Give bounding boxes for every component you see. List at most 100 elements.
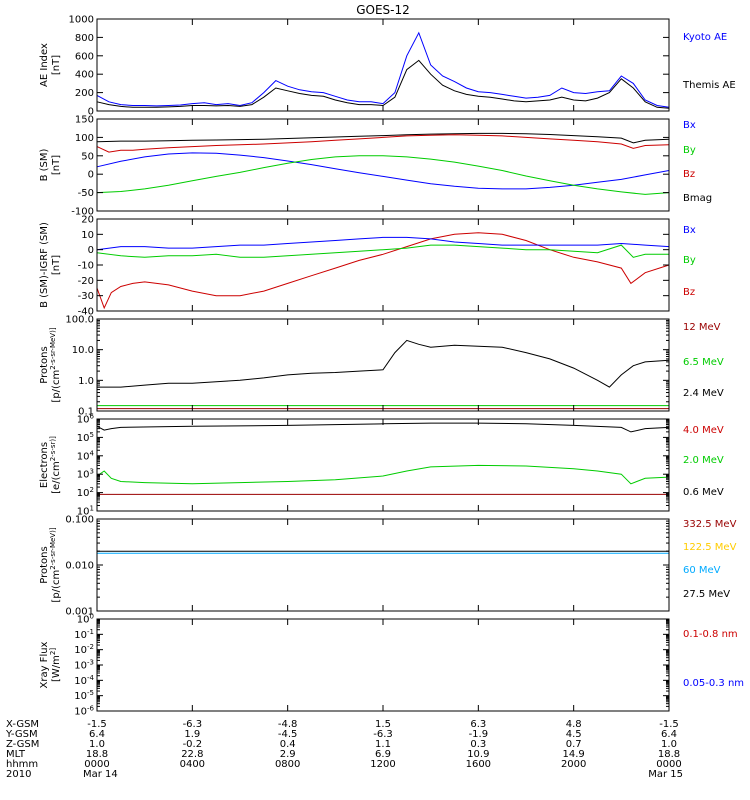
x-row-value: 6.9 [375, 749, 391, 760]
y-tick-label: 10-4 [74, 674, 94, 687]
x-row-value: 22.8 [181, 749, 203, 760]
y-tick-label: 1.0 [78, 376, 94, 387]
y-tick-label: 100.0 [65, 315, 94, 326]
panel-protons_high [96, 518, 670, 612]
y-tick-label: 10-6 [74, 705, 94, 718]
legend-entry: Bz [683, 287, 695, 298]
x-row-value: 1.5 [375, 719, 391, 730]
x-row-value: 4.5 [566, 729, 582, 740]
y-axis-label: [e/(cm2-s-sr)] [49, 436, 62, 494]
y-tick-label: -100 [71, 207, 94, 218]
y-tick-label: 105 [77, 431, 94, 444]
series-bigrf-bz [96, 232, 670, 310]
y-axis-label: B (SM)-IGRF (SM) [39, 222, 50, 308]
legend-entry: By [683, 255, 696, 266]
legend-entry: 122.5 MeV [683, 542, 737, 553]
y-tick-label: -10 [78, 261, 94, 272]
legend-entry: 6.5 MeV [683, 357, 724, 368]
x-row-value: 1.0 [89, 739, 105, 750]
legend-entry: 2.4 MeV [683, 388, 724, 399]
x-row-value: 0400 [180, 759, 205, 770]
series-bsm-bz [96, 134, 670, 153]
legend-entry: 0.05-0.3 nm [683, 678, 744, 689]
y-tick-label: 400 [75, 70, 94, 81]
y-tick-label: 20 [81, 215, 94, 226]
series-bsm-by [96, 155, 670, 195]
x-row-label: hhmm [6, 759, 38, 770]
series-ae-themis-ae [96, 59, 670, 109]
y-axis-label: Xray Flux [39, 641, 50, 688]
series-bsm-bmag [96, 132, 670, 144]
panel-frame [96, 518, 670, 612]
panel-frame [96, 618, 670, 712]
y-axis-label: [p/(cm2-s-sr-MeV)] [49, 327, 62, 402]
y-tick-label: 0.010 [65, 561, 94, 572]
legend-entry: Bx [683, 120, 696, 131]
y-tick-label: 0 [88, 107, 94, 118]
y-tick-label: 0.100 [65, 515, 94, 526]
legend-entry: 332.5 MeV [683, 519, 737, 530]
x-row-value: 2.9 [280, 749, 296, 760]
series-protons_low-2-4-mev [97, 339, 670, 388]
x-row-value: 6.4 [661, 729, 677, 740]
legend-entry: 2.0 MeV [683, 455, 724, 466]
x-row-value: -4.5 [278, 729, 298, 740]
y-axis-label: [nT] [51, 255, 62, 275]
panel-bsm [96, 118, 670, 212]
legend-entry: 60 MeV [683, 565, 721, 576]
x-row-value: 1200 [370, 759, 395, 770]
series-bigrf-bx [96, 236, 670, 251]
y-tick-label: 0.001 [65, 607, 94, 618]
y-tick-label: -20 [78, 276, 94, 287]
x-row-value: 14.9 [563, 749, 585, 760]
x-row-value: 6.4 [89, 729, 105, 740]
x-row-value: -1.5 [87, 719, 107, 730]
x-row-value: 0.7 [566, 739, 582, 750]
y-tick-label: 102 [77, 486, 94, 499]
legend-entry: Themis AE [682, 80, 736, 91]
x-row-value: -6.3 [183, 719, 203, 730]
panel-ae [96, 18, 670, 112]
legend-entry: Bmag [683, 193, 712, 204]
panel-frame [96, 418, 670, 512]
legend-entry: Bz [683, 169, 695, 180]
x-row-value: 0.3 [470, 739, 486, 750]
y-tick-label: 10-2 [74, 643, 94, 656]
y-tick-label: 10-1 [74, 628, 94, 641]
y-tick-label: 50 [81, 151, 94, 162]
y-tick-label: 10.0 [72, 345, 94, 356]
x-row-value: 10.9 [467, 749, 489, 760]
y-axis-label: AE Index [39, 43, 50, 87]
y-axis-label: B (SM) [39, 148, 50, 181]
series-ae-kyoto-ae [96, 31, 670, 108]
x-row-value: 6.3 [470, 719, 486, 730]
legend-entry: By [683, 145, 696, 156]
x-row-label: X-GSM [6, 719, 39, 730]
y-tick-label: 100 [75, 133, 94, 144]
x-row-label: Z-GSM [6, 739, 39, 750]
x-row-value: -1.5 [659, 719, 679, 730]
y-tick-label: 10-5 [74, 689, 94, 702]
series-bsm-bx [96, 152, 670, 190]
x-row-value: -0.2 [183, 739, 203, 750]
x-row-value: 0000 [656, 759, 681, 770]
x-row-value: Mar 14 [83, 769, 118, 780]
y-tick-label: 0 [88, 245, 94, 256]
x-row-value: 1.9 [184, 729, 200, 740]
x-row-value: -6.3 [373, 729, 393, 740]
legend-entry: Bx [683, 225, 696, 236]
y-tick-label: 200 [75, 88, 94, 99]
series-electrons-2-0-mev [96, 464, 670, 485]
x-row-value: 18.8 [86, 749, 108, 760]
panel-protons_low [96, 318, 670, 412]
legend-entry: 4.0 MeV [683, 425, 724, 436]
y-axis-label: [nT] [51, 55, 62, 75]
y-axis-label: Protons [39, 546, 50, 583]
y-tick-label: -50 [78, 188, 94, 199]
panel-frame [96, 318, 670, 412]
y-tick-label: 10 [81, 230, 94, 241]
x-row-value: Mar 15 [648, 769, 683, 780]
x-row-value: 0.4 [280, 739, 296, 750]
panel-electrons [96, 418, 670, 512]
